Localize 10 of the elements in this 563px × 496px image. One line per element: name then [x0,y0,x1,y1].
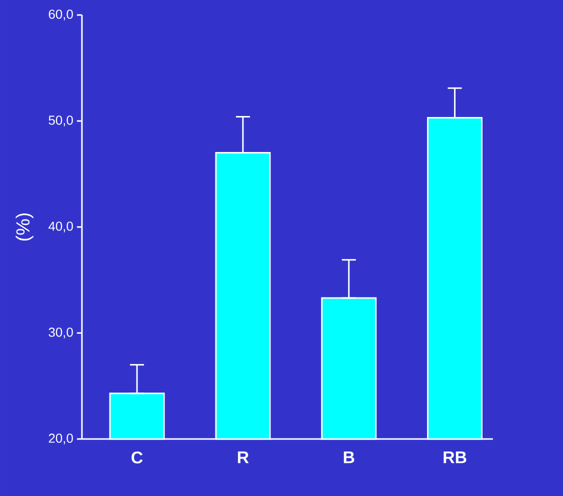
x-tick-label: RB [444,452,466,464]
x-tick-label: B [344,452,354,464]
x-tick-label: C [132,452,143,464]
y-tick-label: 60,0 [48,10,73,20]
y-tick-label: 40,0 [48,222,73,232]
x-tick-label: R [238,452,249,464]
y-tick-label: 20,0 [48,434,73,444]
y-axis-title: (%) [16,213,34,241]
y-tick-label: 30,0 [48,328,73,338]
y-tick-label: 50,0 [48,116,73,126]
